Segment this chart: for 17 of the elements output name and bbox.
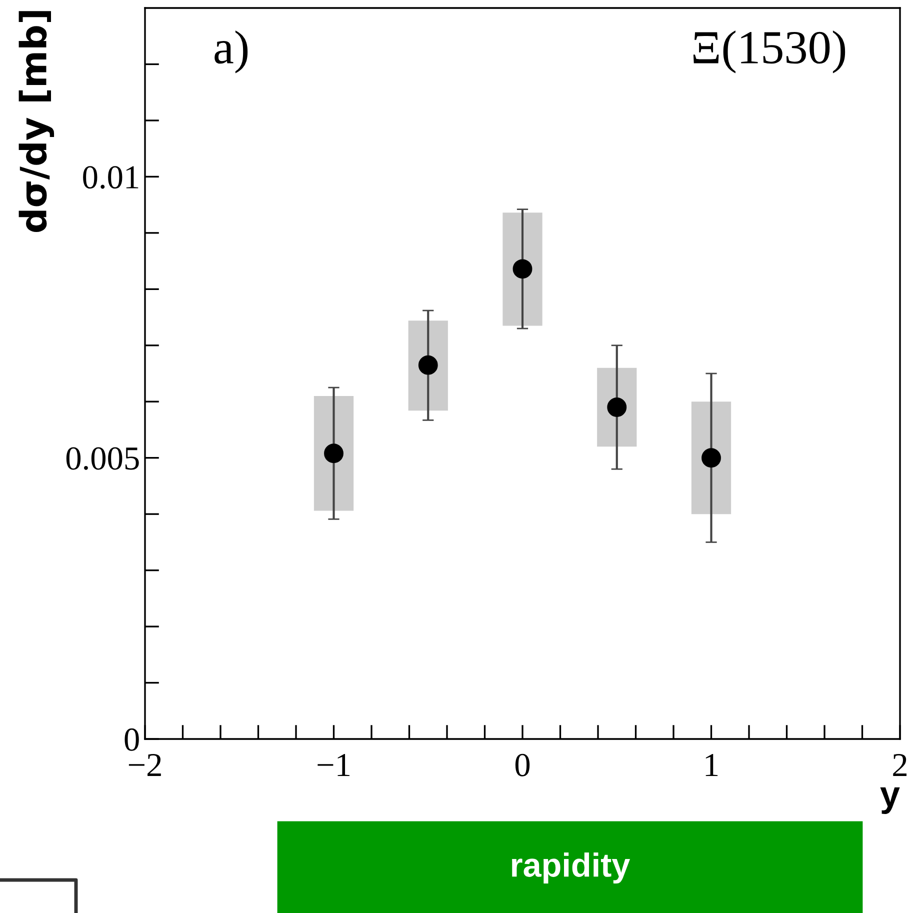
text: rapidity [512, 852, 630, 884]
x-axis-title: y [880, 787, 900, 814]
point [702, 448, 721, 468]
y-axis-title: dσ/dy [mb] [18, 11, 54, 232]
point [418, 355, 438, 375]
x-tick-label: −1 [318, 754, 350, 776]
point [512, 259, 532, 279]
annotation: Ξ(1530) [693, 30, 846, 74]
annotation: a) [214, 30, 248, 74]
y-tick-label: 0 [124, 728, 139, 751]
x-tick-label: 1 [706, 754, 718, 776]
x-tick-label: 0 [515, 754, 530, 776]
x-tick-label: −2 [128, 754, 161, 776]
x-tick-label: 2 [893, 754, 906, 776]
point [324, 444, 344, 464]
y-tick-label: 0.01 [83, 166, 138, 189]
y-tick-label: 0.005 [66, 447, 139, 470]
